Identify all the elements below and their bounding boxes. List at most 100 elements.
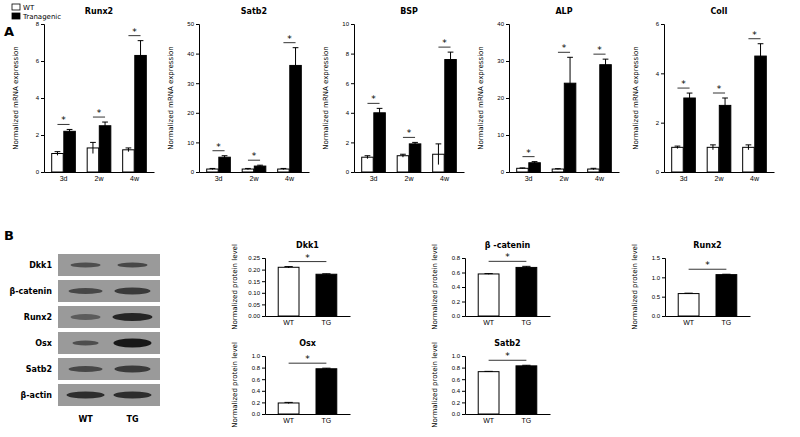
y-tick: 1.0 (252, 353, 265, 359)
y-tick-label: 1.0 (252, 353, 261, 359)
x-tick-label: 2w (250, 175, 260, 182)
y-axis-line (506, 25, 510, 173)
error-bar (67, 129, 73, 133)
error-bar-stem (438, 144, 439, 165)
y-tick-mark (662, 277, 665, 278)
error-bar (102, 122, 108, 129)
y-tick-label: 0.8 (252, 365, 261, 371)
y-tick: 6 (346, 81, 354, 87)
y-axis-line (462, 259, 466, 317)
error-bar (245, 168, 251, 169)
y-tick: 20 (497, 95, 509, 101)
bar (588, 169, 600, 172)
error-bar-stem (605, 59, 606, 70)
y-axis-label: Normalized mRNA expression (167, 46, 175, 150)
y-tick: 0.8 (452, 365, 465, 371)
error-bar-stem (379, 108, 380, 117)
y-tick-label: 8 (36, 21, 40, 27)
chart-title: Satb2 (241, 7, 267, 16)
bar (52, 154, 64, 173)
y-tick: 2 (36, 132, 44, 138)
x-tick: 2w (560, 172, 570, 182)
annotations: * (489, 252, 527, 262)
y-tick-mark (262, 270, 265, 271)
blot-band (69, 288, 103, 294)
y-tick: 0.10 (248, 290, 265, 296)
y-tick-label: 0.0 (652, 313, 661, 319)
x-axis: WTTG (466, 414, 551, 424)
y-tick-label: 0 (36, 169, 40, 175)
bar (445, 60, 457, 172)
y-tick-mark (41, 135, 44, 136)
significance-label: * (752, 30, 757, 40)
y-tick-label: 50 (187, 21, 194, 27)
error-bar-cap (102, 122, 108, 123)
bar (516, 267, 537, 316)
y-tick-mark (41, 98, 44, 99)
x-tick-label: TG (522, 417, 532, 424)
bar (397, 156, 409, 172)
y-axis: 0.00.51.01.5 (652, 255, 666, 319)
significance-label: * (132, 27, 137, 37)
y-tick: 1.5 (652, 255, 665, 261)
legend-label: WT (23, 4, 35, 12)
y-tick-mark (196, 54, 199, 55)
y-tick: 30 (187, 81, 199, 87)
y-axis: 0.00.20.40.60.81.0 (452, 353, 466, 417)
y-tick-mark (262, 402, 265, 403)
y-tick-mark (462, 287, 465, 288)
y-tick-label: 0.10 (248, 290, 260, 296)
error-bar (532, 162, 538, 164)
chart-title: ColI (710, 7, 727, 16)
bar (743, 147, 755, 172)
y-tick-label: 30 (497, 58, 504, 64)
bar (374, 113, 386, 172)
error-bar-cap (448, 52, 454, 53)
y-axis-label: Normalized mRNA expression (477, 46, 485, 150)
y-tick-label: 10 (497, 132, 504, 138)
y-tick-label: 6 (656, 21, 660, 27)
y-tick: 4 (656, 71, 664, 77)
y-tick-mark (462, 414, 465, 415)
x-tick-label: 2w (715, 175, 725, 182)
bar (278, 169, 290, 172)
error-bar (520, 167, 526, 169)
error-bar-cap (484, 273, 492, 274)
x-axis: 3d2w4w (200, 172, 310, 182)
error-bar (126, 148, 132, 152)
x-axis-line (355, 172, 465, 173)
error-bar-cap (138, 40, 144, 41)
error-bar-cap (555, 168, 561, 169)
y-tick-mark (196, 113, 199, 114)
chart: β -catenin0.00.20.40.60.8Normalized prot… (431, 241, 551, 330)
y-tick-label: 0.05 (248, 302, 260, 308)
y-tick: 4 (346, 110, 354, 116)
error-bar-cap (55, 151, 61, 152)
y-tick-label: 2 (656, 120, 660, 126)
y-tick-mark (462, 273, 465, 274)
significance-label: * (681, 79, 686, 89)
bar (755, 56, 767, 172)
y-tick-label: 0.6 (452, 270, 461, 276)
plot-area (278, 368, 337, 414)
error-bar (603, 59, 609, 70)
error-bar-cap (400, 154, 406, 155)
y-tick-label: 4 (36, 95, 40, 101)
error-bar (400, 154, 406, 157)
y-tick: 10 (497, 132, 509, 138)
blot-band (73, 341, 99, 346)
error-bar-cap (522, 266, 530, 267)
bar (600, 65, 612, 172)
x-tick: TG (322, 414, 332, 424)
error-bar-stem (57, 152, 58, 156)
x-tick-label: 3d (525, 175, 533, 182)
y-tick-mark (262, 356, 265, 357)
y-tick: 20 (187, 110, 199, 116)
annotations: *** (367, 38, 450, 138)
y-tick-mark (462, 379, 465, 380)
chart: ColI0246Normalized mRNA expression3d2w4w… (632, 7, 775, 182)
y-tick: 0 (501, 169, 509, 175)
y-axis-label: Normalized protein level (431, 244, 439, 330)
significance-label: * (216, 142, 221, 152)
y-tick: 0.25 (248, 255, 265, 261)
